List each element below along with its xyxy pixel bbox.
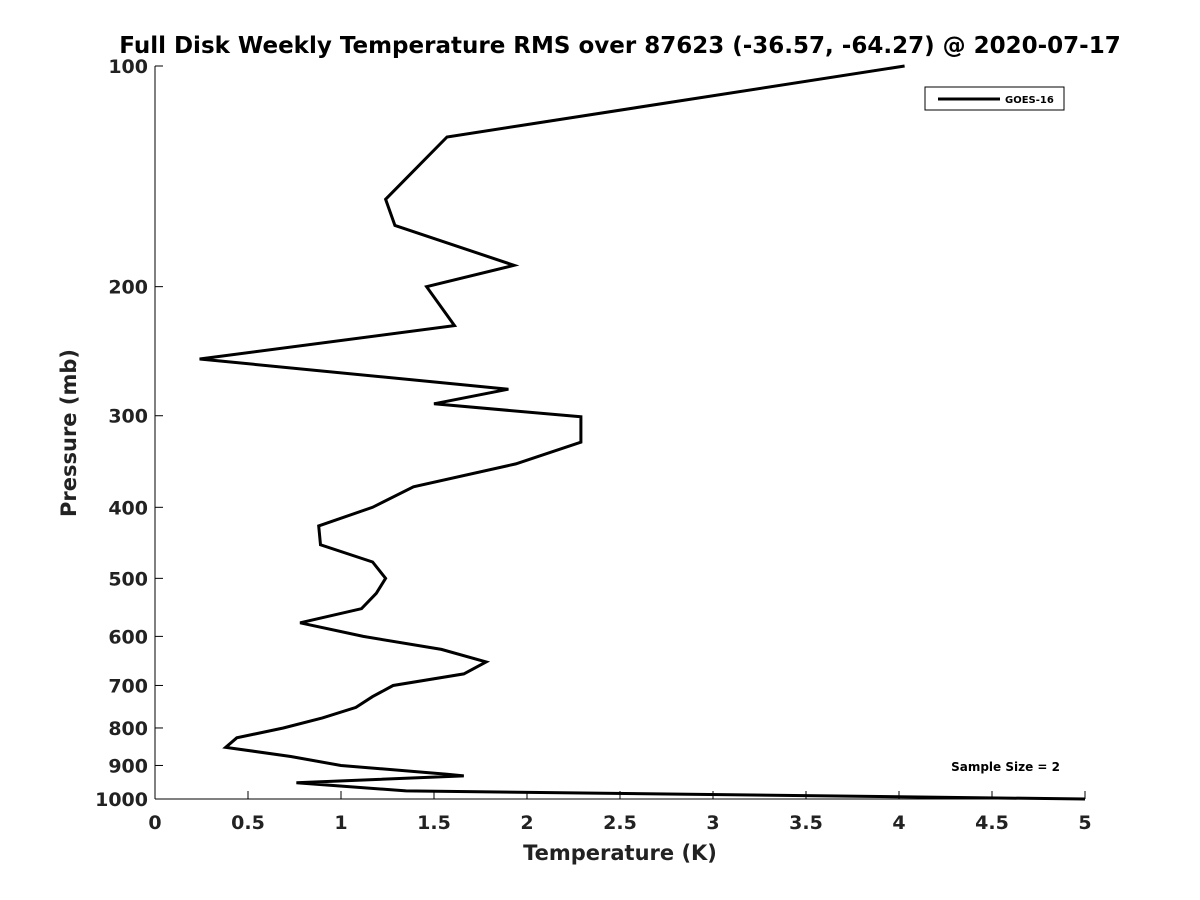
y-tick-label: 600: [108, 626, 148, 648]
x-tick-label: 1.5: [417, 812, 451, 834]
x-tick-label: 2: [520, 812, 533, 834]
x-tick-label: 2.5: [603, 812, 637, 834]
chart-title: Full Disk Weekly Temperature RMS over 87…: [119, 33, 1121, 59]
y-tick-label: 500: [108, 568, 148, 590]
y-tick-label: 1000: [95, 789, 148, 811]
x-tick-label: 5: [1078, 812, 1091, 834]
plot-area: [154, 66, 1085, 800]
x-tick-label: 3: [706, 812, 719, 834]
legend: GOES-16: [924, 86, 1065, 111]
series-line-goes-16: [199, 64, 1086, 801]
y-tick-label: 800: [108, 718, 148, 740]
x-tick-label: 3.5: [789, 812, 823, 834]
x-ticks: 0 0.5 1 1.5 2 2.5 3 3.5 4 4.5 5: [148, 791, 1092, 834]
y-axis-label: Pressure (mb): [57, 349, 81, 517]
sample-size-annotation: Sample Size = 2: [951, 760, 1060, 774]
y-tick-label: 200: [108, 277, 148, 299]
x-tick-label: 4.5: [975, 812, 1009, 834]
y-ticks: 100 200 300 400 500 600 700 800 900 1000: [95, 56, 163, 811]
y-tick-label: 100: [108, 56, 148, 78]
y-tick-label: 300: [108, 406, 148, 428]
x-axis-label: Temperature (K): [523, 841, 717, 865]
x-tick-label: 4: [892, 812, 905, 834]
x-tick-label: 0.5: [231, 812, 265, 834]
x-tick-label: 0: [148, 812, 161, 834]
legend-entry-goes-16: GOES-16: [1005, 95, 1054, 106]
x-tick-label: 1: [334, 812, 347, 834]
y-tick-label: 900: [108, 755, 148, 777]
y-tick-label: 700: [108, 675, 148, 697]
y-tick-label: 400: [108, 497, 148, 519]
